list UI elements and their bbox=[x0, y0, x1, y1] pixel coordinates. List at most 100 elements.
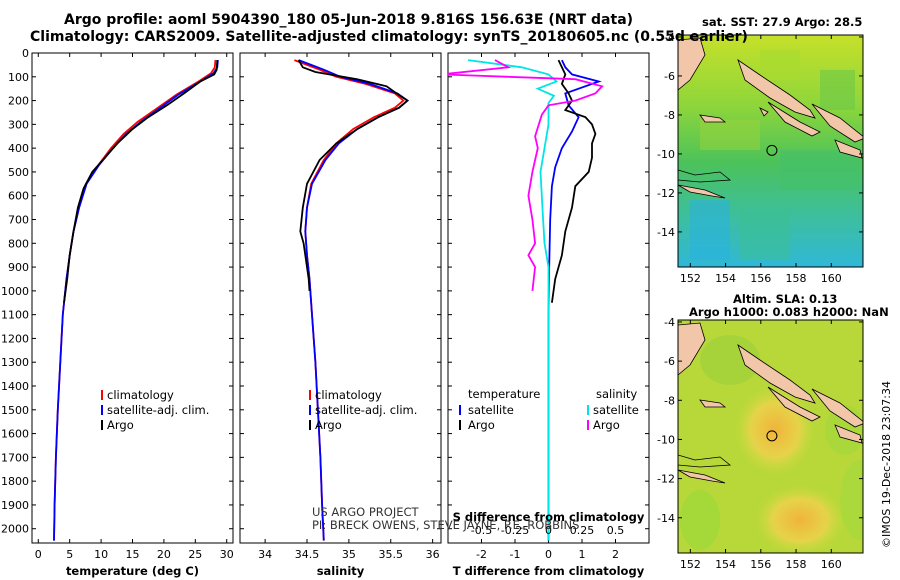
sla-map-caption-line1: Altim. SLA: 0.13 bbox=[733, 292, 838, 306]
difference-panel: -2 -1 0 1 2 T difference from climatology temp… bbox=[447, 52, 650, 578]
legend-label: satellite bbox=[468, 403, 514, 417]
top-tick-label: -0.25 bbox=[501, 524, 529, 537]
top-tick-label: -0.5 bbox=[471, 524, 492, 537]
map-y-tick-label: -14 bbox=[657, 226, 675, 239]
map-x-tick-label: 160 bbox=[821, 558, 842, 571]
map-y-tick-label: -12 bbox=[657, 187, 675, 200]
sla-map-frame bbox=[677, 319, 864, 554]
x-tick-label: 15 bbox=[126, 548, 140, 561]
sst-map-frame bbox=[677, 34, 864, 268]
x-axis-label: T difference from climatology bbox=[453, 564, 645, 578]
y-tick-label: 1000 bbox=[1, 285, 29, 298]
legend-label: satellite-adj. clim. bbox=[315, 403, 417, 417]
y-tick-label: 800 bbox=[8, 237, 29, 250]
sla-map-profile-marker bbox=[766, 430, 778, 442]
x-tick-label: 0 bbox=[545, 548, 552, 561]
x-tick-label: -2 bbox=[476, 548, 487, 561]
y-tick-label: 700 bbox=[8, 214, 29, 227]
map-x-tick-label: 156 bbox=[750, 272, 771, 285]
map-y-tick-label: -12 bbox=[657, 473, 675, 486]
x-tick-label: 0 bbox=[35, 548, 42, 561]
x-tick-label: 5 bbox=[66, 548, 73, 561]
map-y-tick-label: -10 bbox=[657, 433, 675, 446]
x-tick-label: 36 bbox=[426, 548, 440, 561]
x-tick-label: 10 bbox=[94, 548, 108, 561]
sst-map: 152 154 156 158 160 -4 -6 -8 -10 -12 -14 bbox=[657, 31, 864, 285]
legend-title-temperature: temperature bbox=[468, 387, 540, 401]
series-line-argo bbox=[297, 59, 409, 291]
map-x-tick-label: 154 bbox=[715, 558, 736, 571]
map-y-tick-label: -8 bbox=[664, 109, 675, 122]
legend-label: Argo bbox=[107, 418, 134, 432]
x-tick-label: 30 bbox=[220, 548, 234, 561]
y-tick-label: 1800 bbox=[1, 475, 29, 488]
y-tick-label: 1500 bbox=[1, 404, 29, 417]
map-y-tick-label: -4 bbox=[664, 316, 675, 329]
series-group bbox=[53, 60, 219, 541]
x-axis-label: salinity bbox=[317, 564, 365, 578]
x-tick-label: 34 bbox=[258, 548, 272, 561]
series-line-t-argo bbox=[551, 59, 597, 303]
map-x-tick-label: 156 bbox=[750, 558, 771, 571]
figure-title-line1: Argo profile: aoml 5904390_180 05-Jun-20… bbox=[64, 12, 634, 28]
top-tick-label: 0.25 bbox=[570, 524, 595, 537]
x-tick-label: 35.5 bbox=[379, 548, 404, 561]
x-tick-label: 34.5 bbox=[295, 548, 320, 561]
map-x-tick-label: 152 bbox=[680, 272, 701, 285]
top-tick-label: 0.5 bbox=[607, 524, 625, 537]
legend-label: satellite-adj. clim. bbox=[107, 403, 209, 417]
series-line-satellite-adj-clim- bbox=[298, 59, 409, 541]
sla-map-caption-line2: Argo h1000: 0.083 h2000: NaN bbox=[689, 305, 889, 319]
top-axis-label: S difference from climatology bbox=[453, 510, 645, 524]
legend-title-salinity: salinity bbox=[596, 387, 637, 401]
panel-frame bbox=[239, 52, 442, 544]
series-line-argo bbox=[63, 60, 219, 303]
legend-label: climatology bbox=[107, 388, 174, 402]
sla-map-land bbox=[678, 322, 863, 484]
map-y-tick-label: -8 bbox=[664, 394, 675, 407]
legend-label: climatology bbox=[315, 388, 382, 402]
x-tick-label: 20 bbox=[157, 548, 171, 561]
credit-line2: PI: BRECK OWENS, STEVE JAYNE, P.E. ROBBI… bbox=[312, 518, 580, 532]
legend-label: Argo bbox=[468, 418, 495, 432]
imos-watermark: ©IMOS 19-Dec-2018 23:07:34 bbox=[880, 381, 893, 548]
series-line-s-argo bbox=[448, 59, 604, 292]
figure-title-line2: Climatology: CARS2009. Satellite-adjuste… bbox=[30, 29, 748, 45]
y-tick-label: 1300 bbox=[1, 356, 29, 369]
map-x-tick-label: 158 bbox=[786, 558, 807, 571]
map-y-tick-label: -10 bbox=[657, 148, 675, 161]
temperature-panel: 0100200300400500600700800900100011001200… bbox=[1, 47, 234, 578]
y-tick-label: 1700 bbox=[1, 451, 29, 464]
legend-label: Argo bbox=[315, 418, 342, 432]
x-tick-label: 25 bbox=[188, 548, 202, 561]
y-tick-label: 900 bbox=[8, 261, 29, 274]
y-tick-label: 200 bbox=[8, 95, 29, 108]
sst-map-profile-marker bbox=[766, 144, 778, 156]
map-x-tick-label: 158 bbox=[786, 272, 807, 285]
sst-map-texture bbox=[690, 50, 860, 260]
sst-map-caption: sat. SST: 27.9 Argo: 28.5 bbox=[702, 15, 863, 29]
y-tick-label: 2000 bbox=[1, 523, 29, 536]
map-x-tick-label: 160 bbox=[821, 272, 842, 285]
y-tick-label: 500 bbox=[8, 166, 29, 179]
salinity-panel: 34 34.5 35 35.5 36 salinity climatologysatelli… bbox=[239, 52, 442, 578]
y-tick-label: 100 bbox=[8, 71, 29, 84]
y-tick-label: 1200 bbox=[1, 332, 29, 345]
credit-line1: US ARGO PROJECT bbox=[312, 505, 419, 519]
series-group bbox=[294, 59, 409, 541]
y-tick-label: 1400 bbox=[1, 380, 29, 393]
x-tick-label: -1 bbox=[510, 548, 521, 561]
y-tick-label: 1900 bbox=[1, 499, 29, 512]
y-tick-label: 0 bbox=[22, 47, 29, 60]
y-tick-label: 1600 bbox=[1, 428, 29, 441]
series-group bbox=[448, 59, 604, 541]
legend-label: Argo bbox=[593, 418, 620, 432]
map-y-tick-label: -14 bbox=[657, 512, 675, 525]
x-tick-label: 35 bbox=[342, 548, 356, 561]
y-tick-label: 1100 bbox=[1, 309, 29, 322]
map-x-tick-label: 154 bbox=[715, 272, 736, 285]
map-y-tick-label: -6 bbox=[664, 70, 675, 83]
y-tick-label: 600 bbox=[8, 190, 29, 203]
top-tick-label: 0 bbox=[545, 524, 552, 537]
